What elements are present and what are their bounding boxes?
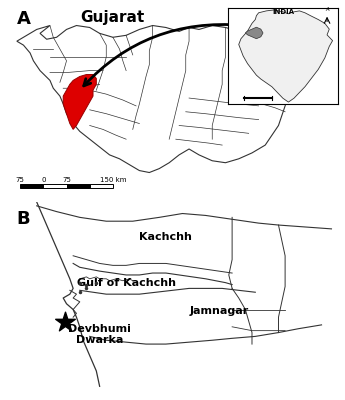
Polygon shape — [63, 74, 96, 129]
Polygon shape — [245, 27, 263, 39]
Text: 75: 75 — [16, 177, 24, 183]
Bar — [43, 184, 67, 188]
Text: 0: 0 — [41, 177, 46, 183]
Bar — [20, 184, 43, 188]
Text: 75: 75 — [62, 177, 71, 183]
Text: Gulf of Kachchh: Gulf of Kachchh — [77, 278, 176, 288]
Text: Jamnagar: Jamnagar — [189, 306, 248, 316]
Text: Gujarat: Gujarat — [80, 10, 144, 25]
Text: A: A — [17, 10, 31, 28]
Polygon shape — [239, 10, 333, 102]
Text: B: B — [17, 210, 30, 228]
Text: A: A — [325, 7, 329, 12]
Text: INDIA: INDIA — [272, 9, 294, 15]
Point — [62, 319, 68, 325]
Text: Devbhumi
Dwarka: Devbhumi Dwarka — [68, 324, 131, 345]
Text: Kachchh: Kachchh — [139, 232, 192, 242]
Bar — [90, 184, 113, 188]
Text: 150 km: 150 km — [100, 177, 126, 183]
Bar — [67, 184, 90, 188]
